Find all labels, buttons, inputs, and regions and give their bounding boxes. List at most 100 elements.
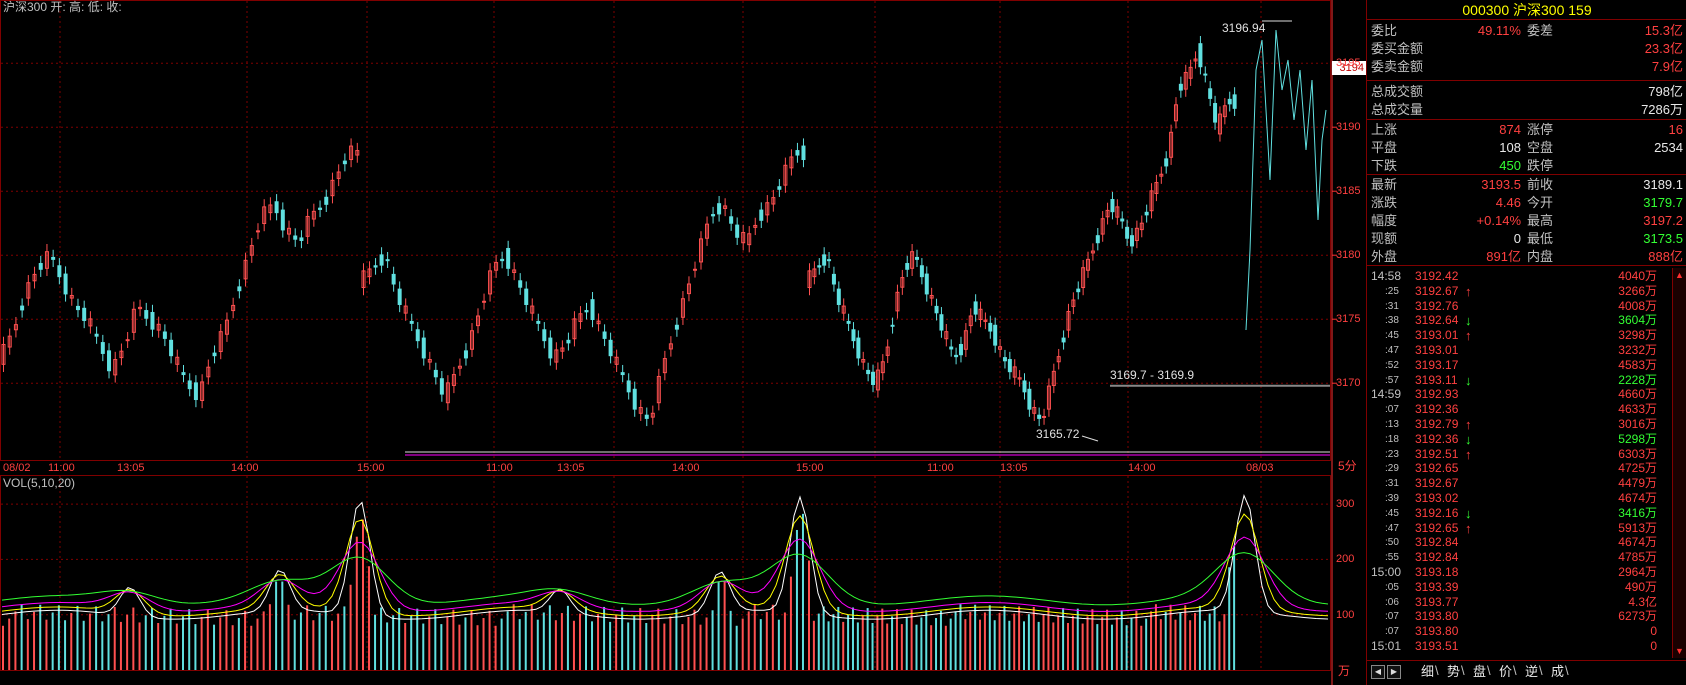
tick-list[interactable]: 14:58 3192.42 4040万:25 3192.67 ↑ 3266万:31 3192… xyxy=(1367,268,1673,658)
candle-body xyxy=(871,371,876,385)
tick-row[interactable]: :52 3193.17 4583万 xyxy=(1367,357,1686,374)
next-arrow-icon[interactable]: ▶ xyxy=(1387,665,1401,679)
tick-row[interactable]: :23 3192.51 ↑ 6303万 xyxy=(1367,446,1686,463)
tick-row[interactable]: 14:58 3192.42 4040万 xyxy=(1367,268,1686,285)
tick-row[interactable]: 15:00 3193.18 2964万 xyxy=(1367,564,1686,581)
quote-panel: 000300 沪深300 159 委比 49.11% 委差 15.3亿 委买金额 23.3… xyxy=(1366,0,1686,685)
tick-row[interactable]: :45 3192.16 ↓ 3416万 xyxy=(1367,505,1686,522)
candle-body xyxy=(924,273,929,295)
vol-bar xyxy=(1018,606,1021,670)
candle-body xyxy=(542,329,547,342)
tab-5[interactable]: 成 xyxy=(1551,664,1565,679)
tab-1[interactable]: 势 xyxy=(1447,664,1461,679)
vol-bar xyxy=(771,604,774,670)
tick-row[interactable]: 15:01 3193.51 0 xyxy=(1367,638,1686,655)
tick-row[interactable]: :31 3192.76 4008万 xyxy=(1367,298,1686,315)
vol-bar xyxy=(925,610,928,670)
vol-bar xyxy=(1042,614,1045,670)
tab-0[interactable]: 细 xyxy=(1421,664,1435,679)
candle-body xyxy=(1100,218,1105,235)
tick-row[interactable]: :39 3193.02 4674万 xyxy=(1367,490,1686,507)
tick-row[interactable]: :50 3192.84 4674万 xyxy=(1367,534,1686,551)
kline-chart-area[interactable]: 沪深300 开: 高: 低: 收: VOL(5,10,20) 3196.94 3… xyxy=(0,0,1366,685)
tick-row[interactable]: :07 3192.36 4633万 xyxy=(1367,401,1686,418)
candle-body xyxy=(827,259,832,262)
tick-row[interactable]: :45 3193.01 ↑ 3298万 xyxy=(1367,327,1686,344)
tick-row[interactable]: :47 3192.65 ↑ 5913万 xyxy=(1367,520,1686,537)
vol-bar xyxy=(969,611,972,670)
tick-row[interactable]: :38 3192.64 ↓ 3604万 xyxy=(1367,312,1686,329)
vol-bar xyxy=(293,619,296,670)
tick-row[interactable]: :13 3192.79 ↑ 3016万 xyxy=(1367,416,1686,433)
stat-value: 15.3亿 xyxy=(1644,23,1683,38)
time-axis-label: 14:00 xyxy=(231,462,259,474)
vol-bar xyxy=(1154,604,1157,670)
stat-value: 4.46 xyxy=(1495,195,1521,210)
tick-time: :18 xyxy=(1385,433,1399,445)
tick-scrollbar[interactable]: ▲ ▼ xyxy=(1672,268,1686,658)
tab-4[interactable]: 逆 xyxy=(1525,664,1539,679)
vol-bar xyxy=(993,620,996,670)
tick-volume: 3298万 xyxy=(1618,328,1657,343)
tick-row[interactable]: 14:59 3192.93 4660万 xyxy=(1367,386,1686,403)
tick-time: :57 xyxy=(1385,374,1399,386)
tick-row[interactable]: :25 3192.67 ↑ 3266万 xyxy=(1367,283,1686,300)
vol-bar xyxy=(699,624,702,670)
tick-row[interactable]: :05 3193.39 490万 xyxy=(1367,579,1686,596)
period-label[interactable]: 5分 xyxy=(1338,459,1357,473)
tab-3[interactable]: 价 xyxy=(1499,664,1513,679)
stat-label: 委比 xyxy=(1371,23,1398,38)
vol-bar xyxy=(693,609,696,670)
vol-bar xyxy=(729,610,732,670)
candle-body xyxy=(57,265,62,278)
tick-row[interactable]: :47 3193.01 3232万 xyxy=(1367,342,1686,359)
scroll-down-arrow-icon[interactable]: ▼ xyxy=(1675,646,1684,656)
tick-time: 15:00 xyxy=(1371,565,1402,579)
candle-body xyxy=(1061,337,1066,343)
tick-row[interactable]: :31 3192.67 4479万 xyxy=(1367,475,1686,492)
candle-body xyxy=(439,378,444,395)
vol-bar xyxy=(866,608,869,670)
vol-bar xyxy=(639,608,642,670)
vol-bar xyxy=(2,625,4,670)
stat-value: +0.14% xyxy=(1476,213,1521,228)
scroll-up-arrow-icon[interactable]: ▲ xyxy=(1675,270,1684,280)
vol-bar xyxy=(789,576,792,670)
tick-row[interactable]: :57 3193.11 ↓ 2228万 xyxy=(1367,372,1686,389)
vol-bar xyxy=(711,610,714,670)
tick-row[interactable]: :18 3192.36 ↓ 5298万 xyxy=(1367,431,1686,448)
vol-bar xyxy=(440,624,443,670)
vol-bar xyxy=(988,605,991,670)
candle-body xyxy=(500,258,505,262)
tick-row[interactable]: :29 3192.65 4725万 xyxy=(1367,460,1686,477)
tick-row[interactable]: :55 3192.84 4785万 xyxy=(1367,549,1686,566)
candle-body xyxy=(1086,258,1091,271)
down-arrow-icon: ↓ xyxy=(1465,505,1472,521)
tick-row[interactable]: :07 3193.80 0 xyxy=(1367,623,1686,640)
candle-body xyxy=(668,343,673,350)
tick-volume: 4674万 xyxy=(1618,491,1657,505)
stat-value: 49.11% xyxy=(1477,23,1521,38)
candle-body xyxy=(482,300,487,303)
candle-body xyxy=(919,265,924,278)
stat-value: 3197.2 xyxy=(1643,213,1683,228)
tab-2[interactable]: 盘 xyxy=(1473,664,1487,679)
vol-bar xyxy=(687,616,690,670)
tick-row[interactable]: :07 3193.80 6273万 xyxy=(1367,608,1686,625)
candle-body xyxy=(566,339,571,344)
tick-row[interactable]: :06 3193.77 4.3亿 xyxy=(1367,594,1686,611)
tick-price: 3192.76 xyxy=(1415,298,1459,313)
kline-chart[interactable] xyxy=(0,0,1366,685)
stat-label: 前收 xyxy=(1527,177,1554,192)
vol-bar xyxy=(560,613,563,670)
tab-separator: \ xyxy=(1435,663,1439,678)
vol-bar xyxy=(1091,609,1094,670)
candle-body xyxy=(944,331,949,340)
prev-arrow-icon[interactable]: ◀ xyxy=(1371,665,1385,679)
candle-body xyxy=(993,324,998,346)
candle-body xyxy=(890,324,895,327)
turnover-section: 总成交额 798亿 总成交量 7286万 xyxy=(1367,81,1686,120)
tick-price: 3192.65 xyxy=(1415,520,1459,535)
candle-body xyxy=(469,330,474,350)
vol-bar xyxy=(138,622,141,670)
